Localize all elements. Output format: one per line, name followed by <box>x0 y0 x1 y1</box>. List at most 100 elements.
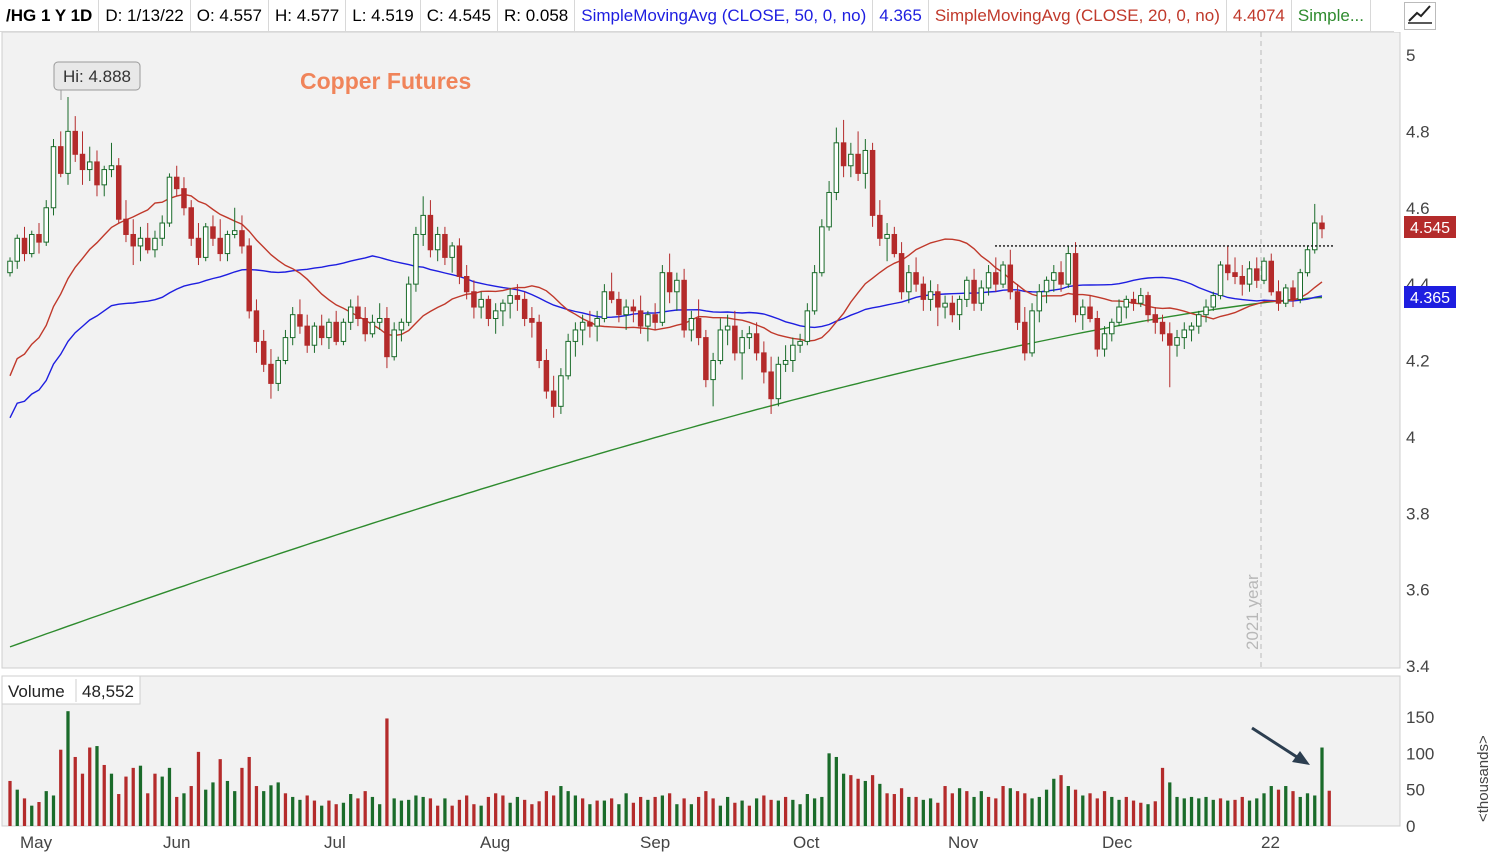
volume-bar <box>276 782 280 826</box>
volume-bar <box>312 800 317 826</box>
candle-body <box>1065 253 1072 285</box>
chart-legend-bar: /HG 1 Y 1D D: 1/13/22 O: 4.557 H: 4.577 L: 4… <box>0 0 1394 32</box>
candle-body <box>891 233 898 255</box>
candle-body <box>130 233 136 247</box>
volume-bar <box>936 802 940 826</box>
sma20-study-label[interactable]: SimpleMovingAvg (CLOSE, 20, 0, no) <box>929 0 1227 31</box>
volume-legend-box <box>1 675 141 705</box>
candle-body <box>1261 260 1267 281</box>
volume-bar <box>1015 791 1020 826</box>
candle-body <box>920 283 927 300</box>
price-tick-label: 4.2 <box>1406 352 1430 371</box>
volume-bar <box>298 799 302 826</box>
candle-body <box>239 230 245 247</box>
candle-body <box>717 329 724 362</box>
volume-bar <box>820 796 824 826</box>
candle-body <box>768 371 774 400</box>
candle-body <box>427 214 434 251</box>
volume-bar <box>812 798 817 826</box>
volume-bar <box>80 773 85 826</box>
volume-bar <box>370 796 375 826</box>
candle-body <box>833 142 840 193</box>
volume-bar <box>1327 790 1331 826</box>
candle-body <box>159 222 165 239</box>
volume-bar <box>1095 798 1099 826</box>
volume-bar <box>88 747 92 826</box>
volume-bar <box>979 791 983 826</box>
volume-bar <box>1081 795 1085 826</box>
date-readout: D: 1/13/22 <box>99 0 191 31</box>
candle-body <box>1275 291 1282 304</box>
candle-body <box>543 360 550 392</box>
volume-bar <box>291 796 295 826</box>
candle-body <box>1123 298 1130 308</box>
volume-bar <box>1189 796 1194 826</box>
price-tick-label: 3.6 <box>1406 581 1430 600</box>
candle-body <box>572 329 579 342</box>
line-chart-icon[interactable] <box>1404 2 1436 30</box>
sma200-series <box>9 296 1323 648</box>
candle-body <box>1094 317 1101 350</box>
candle-body <box>1181 329 1188 339</box>
volume-bar <box>515 796 520 826</box>
volume-bar <box>682 798 686 826</box>
candle-body <box>1022 321 1028 354</box>
candle-body <box>869 149 876 216</box>
candle-body <box>1188 325 1195 331</box>
sma50-study-label[interactable]: SimpleMovingAvg (CLOSE, 50, 0, no) <box>575 0 874 31</box>
candle-body <box>500 302 506 312</box>
candle-body <box>57 146 64 174</box>
candle-body <box>558 375 564 407</box>
candle-body <box>1210 295 1217 308</box>
volume-bar <box>994 798 998 826</box>
volume-bar <box>167 767 172 826</box>
volume-bar <box>1044 789 1049 826</box>
volume-bar <box>138 765 143 826</box>
candle-body <box>101 169 107 186</box>
volume-bar <box>327 800 331 826</box>
candle-body <box>1246 268 1253 285</box>
volume-bar <box>783 796 788 826</box>
volume-bar <box>646 799 650 826</box>
volume-bar <box>22 798 27 826</box>
sma200-study-label[interactable]: Simple... <box>1292 0 1372 31</box>
volume-bar <box>856 778 860 826</box>
candle-body <box>398 321 405 331</box>
candle-body <box>21 237 28 255</box>
volume-value: 48,552 <box>82 682 134 701</box>
candle-body <box>898 253 905 293</box>
candle-body <box>7 260 13 274</box>
candle-body <box>565 340 571 377</box>
sma50-line <box>9 255 1323 419</box>
candle-body <box>202 226 209 258</box>
volume-bar <box>675 804 679 826</box>
volume-bar <box>986 796 991 826</box>
candle-body <box>1174 337 1180 346</box>
candle-body <box>1116 306 1122 323</box>
volume-bar <box>124 776 128 826</box>
volume-bar <box>1037 796 1041 826</box>
candle-body <box>645 314 651 327</box>
candle-body <box>964 279 970 300</box>
close-readout: C: 4.545 <box>421 0 498 31</box>
candle-body <box>804 310 811 342</box>
symbol-label[interactable]: /HG 1 Y 1D <box>0 0 100 31</box>
volume-bar <box>769 799 773 826</box>
volume-tick-label: 100 <box>1406 744 1434 763</box>
candle-body <box>956 298 963 316</box>
candle-body <box>884 233 890 239</box>
volume-bar <box>247 756 251 826</box>
volume-bar <box>667 793 672 826</box>
volume-bar <box>428 798 433 826</box>
volume-bar <box>399 800 404 826</box>
price-tick-label: 4.6 <box>1406 199 1430 218</box>
candle-body <box>1058 272 1064 285</box>
candle-body <box>906 272 912 293</box>
high-callout-text: Hi: 4.888 <box>63 67 131 86</box>
volume-bar <box>595 800 599 826</box>
high-callout: Hi: 4.888 <box>53 61 141 100</box>
candle-body <box>529 317 535 323</box>
volume-bar <box>1066 786 1070 826</box>
candle-body <box>659 272 666 323</box>
volume-bar <box>689 804 694 826</box>
